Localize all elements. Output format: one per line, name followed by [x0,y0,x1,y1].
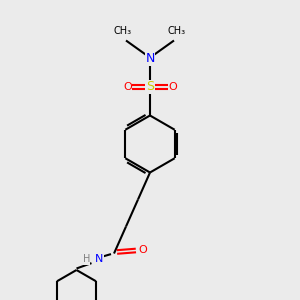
Text: S: S [146,80,154,94]
Text: CH₃: CH₃ [168,26,186,37]
Text: N: N [145,52,155,65]
Text: H: H [82,254,90,265]
Text: O: O [123,82,132,92]
Text: O: O [138,245,147,256]
Text: N: N [95,254,103,265]
Text: CH₃: CH₃ [114,26,132,37]
Text: O: O [168,82,177,92]
